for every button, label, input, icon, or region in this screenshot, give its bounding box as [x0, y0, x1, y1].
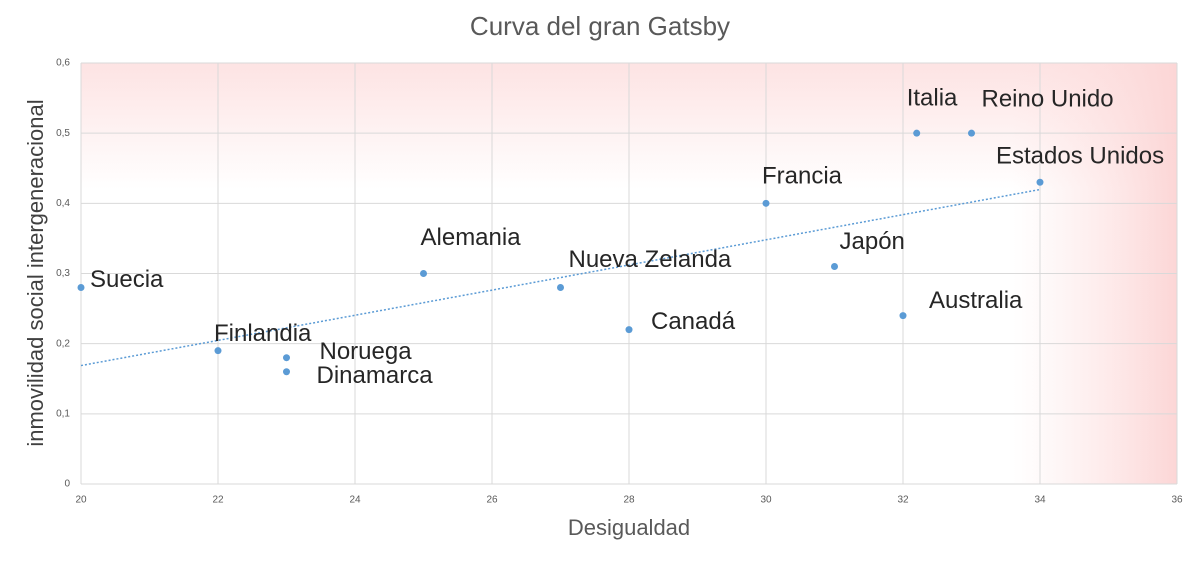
point: [913, 129, 921, 137]
point-label: Canadá: [651, 308, 736, 335]
point-label: Italia: [907, 85, 958, 112]
point: [1036, 178, 1044, 186]
y-tick-label: 0,3: [56, 268, 70, 279]
chart-title: Curva del gran Gatsby: [470, 11, 730, 41]
point: [557, 284, 564, 292]
point-label: Noruega: [320, 338, 413, 365]
point: [283, 354, 290, 362]
y-tick-label: 0,4: [56, 198, 70, 209]
x-tick-label: 26: [486, 495, 498, 506]
point: [831, 262, 838, 270]
point-label: Alemania: [421, 224, 522, 251]
point: [762, 199, 770, 207]
point: [625, 326, 633, 334]
point-label: Reino Unido: [982, 86, 1114, 113]
point: [214, 347, 222, 355]
y-tick-label: 0,5: [56, 128, 70, 139]
y-tick-label: 0,1: [56, 408, 70, 419]
point-label: Dinamarca: [317, 362, 434, 389]
point-label: Finlandia: [214, 320, 312, 347]
x-tick-label: 30: [760, 495, 772, 506]
point: [283, 368, 290, 376]
point-label: Australia: [929, 287, 1023, 314]
y-tick-label: 0,2: [56, 338, 70, 349]
point-label: Suecia: [90, 266, 164, 293]
x-tick-label: 20: [75, 495, 87, 506]
y-tick-label: 0: [64, 479, 70, 490]
point-label: Estados Unidos: [996, 143, 1164, 170]
point: [899, 312, 907, 320]
x-tick-label: 28: [623, 495, 635, 506]
x-tick-label: 24: [349, 495, 361, 506]
y-axis-label: inmovilidad social intergeneracional: [23, 99, 48, 446]
point-label: Nueva Zelanda: [569, 246, 732, 273]
point-label: Japón: [840, 228, 905, 255]
trendline: [80, 188, 1041, 367]
point: [968, 129, 975, 137]
x-tick-label: 34: [1034, 495, 1046, 506]
point: [420, 270, 427, 277]
point-label: Francia: [762, 163, 843, 190]
point: [77, 284, 85, 292]
x-tick-label: 32: [897, 495, 909, 506]
y-tick-label: 0,6: [56, 58, 70, 69]
x-axis-label: Desigualdad: [568, 515, 690, 540]
x-tick-label: 22: [212, 495, 224, 506]
x-tick-label: 36: [1171, 495, 1183, 506]
